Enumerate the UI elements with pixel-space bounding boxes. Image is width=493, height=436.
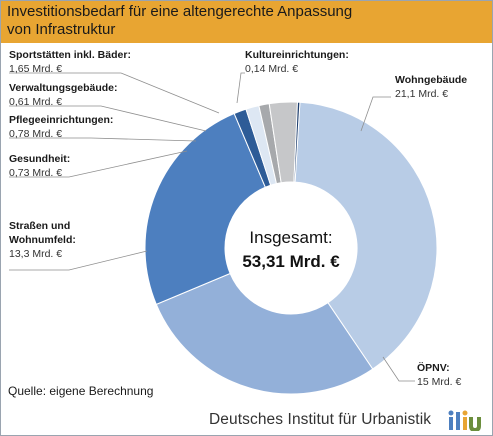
slice-value-label: 21,1 Mrd. €	[395, 88, 448, 100]
leader-line	[382, 356, 415, 382]
institute-name: Deutsches Institut für Urbanistik	[209, 411, 432, 428]
donut-slice	[155, 272, 374, 395]
slice-value-label: 0,73 Mrd. €	[9, 167, 62, 179]
slice-name-label: Kultureinrichtungen:	[245, 49, 349, 61]
chart-header: Investitionsbedarf für eine altengerecht…	[1, 1, 492, 43]
slice-name-label: Straßen und	[9, 220, 70, 232]
total-value: 53,31 Mrd. €	[242, 252, 340, 271]
leader-line	[360, 96, 391, 132]
leader-line	[236, 72, 245, 104]
slice-name-label: Wohngebäude	[395, 74, 467, 86]
leader-lines	[9, 72, 415, 382]
slice-labels: Wohngebäude 21,1 Mrd. € ÖPNV: 15 Mrd. € Stra…	[9, 49, 467, 388]
logo-arc	[469, 417, 481, 431]
leader-line	[9, 72, 220, 114]
slice-value-label: 0,78 Mrd. €	[9, 128, 62, 140]
slice-value-label: 1,65 Mrd. €	[9, 63, 62, 75]
logo-bar-1	[449, 417, 453, 430]
slice-name-label: Wohnumfeld:	[9, 234, 76, 246]
slice-value-label: 15 Mrd. €	[417, 376, 462, 388]
slice-name-label: Verwaltungsgebäude:	[9, 82, 118, 94]
logo-dot-1	[448, 410, 454, 416]
leader-line	[9, 105, 207, 132]
slice-name-label: Gesundheit:	[9, 153, 70, 165]
logo-bar-2	[456, 412, 460, 430]
slice-value-label: 0,14 Mrd. €	[245, 63, 298, 75]
logo-bar-3	[463, 417, 467, 430]
slice-name-label: Sportstätten inkl. Bäder:	[9, 49, 131, 61]
donut-slice	[294, 101, 438, 370]
leader-line	[9, 250, 148, 271]
donut-slices	[144, 101, 438, 395]
source-note: Quelle: eigene Berechnung	[8, 384, 154, 398]
donut-slice	[293, 101, 301, 183]
slice-value-label: 13,3 Mrd. €	[9, 248, 62, 260]
logo-dot-2	[462, 410, 468, 416]
difu-logo-icon	[448, 410, 481, 431]
chart-title: Investitionsbedarf für eine altengerecht…	[7, 3, 353, 38]
slice-value-label: 0,61 Mrd. €	[9, 96, 62, 108]
slice-name-label: Pflegeeinrichtungen:	[9, 114, 113, 126]
slice-name-label: ÖPNV:	[417, 361, 450, 374]
leader-line	[9, 150, 188, 178]
total-label: Insgesamt:	[249, 228, 332, 247]
donut-slice	[144, 112, 266, 306]
leader-line	[9, 137, 197, 142]
